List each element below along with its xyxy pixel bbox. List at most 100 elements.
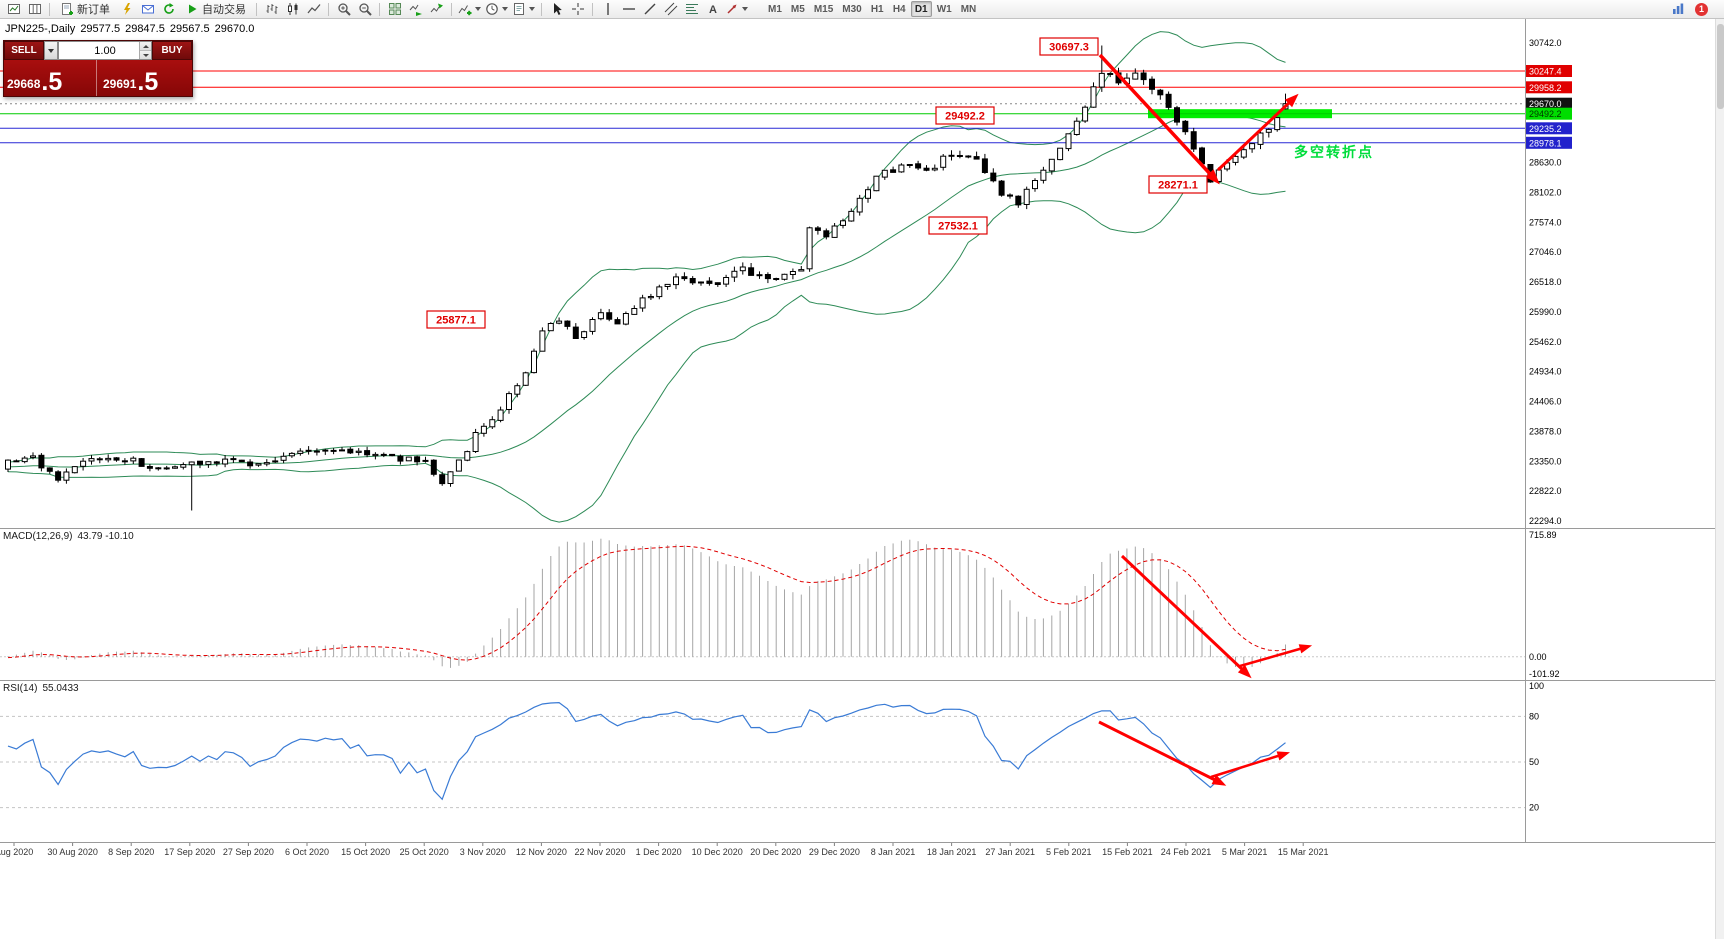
- alerts-button[interactable]: [116, 1, 137, 18]
- timeframe-switcher: M1 M5 M15 M30 H1 H4 D1 W1 MN: [764, 1, 980, 17]
- price-scale-label: 27574.0: [1529, 217, 1562, 227]
- refresh-button[interactable]: [158, 1, 179, 18]
- cursor-button[interactable]: [546, 1, 567, 18]
- sell-price[interactable]: 29668.5: [4, 60, 96, 96]
- price-scale[interactable]: 30742.0 28630.0 28102.0 27574.0 27046.0 26518…: [1526, 38, 1572, 526]
- bar-chart-icon: [265, 2, 279, 16]
- trend-arrow[interactable]: [1098, 720, 1227, 786]
- macd-histogram: [7, 538, 1286, 668]
- macd-scale-zero: 0.00: [1529, 652, 1547, 662]
- auto-trading-button[interactable]: 自动交易: [179, 1, 252, 18]
- date-label: 15 Mar 2021: [1278, 847, 1329, 857]
- mailbox-button[interactable]: [137, 1, 158, 18]
- sell-price-big: .5: [41, 67, 63, 96]
- volume-field[interactable]: 1.00: [58, 41, 152, 60]
- timeframe-button-w1[interactable]: W1: [933, 1, 956, 17]
- trend-arrow[interactable]: [1216, 93, 1299, 172]
- price-annotation-27532.1[interactable]: 27532.1: [928, 216, 988, 235]
- ohlc-high: 29847.5: [125, 23, 165, 35]
- trendline-button[interactable]: [639, 1, 660, 18]
- periods-button[interactable]: [483, 1, 510, 18]
- community-button[interactable]: [1667, 1, 1688, 18]
- one-click-trading-panel: SELL 1.00 BUY 29668.5 29691.5: [3, 40, 193, 97]
- price-annotation-29492.2[interactable]: 29492.2: [935, 106, 995, 125]
- buy-price[interactable]: 29691.5: [96, 60, 192, 96]
- tile-windows-button[interactable]: [384, 1, 405, 18]
- trend-arrow[interactable]: [1210, 751, 1290, 779]
- price-annotation-25877.1[interactable]: 25877.1: [426, 310, 486, 329]
- horizontal-line-icon: [622, 2, 636, 16]
- zoom-out-button[interactable]: [354, 1, 375, 18]
- templates-button[interactable]: [510, 1, 537, 18]
- timeframe-button-m1[interactable]: M1: [764, 1, 786, 17]
- turning-point-label[interactable]: 多空转折点: [1294, 144, 1374, 160]
- vertical-line-button[interactable]: [597, 1, 618, 18]
- chart-shift-button[interactable]: [426, 1, 447, 18]
- text-tool-button[interactable]: [702, 1, 723, 18]
- timeframe-button-m5[interactable]: M5: [787, 1, 809, 17]
- date-label: 1 Dec 2020: [636, 847, 682, 857]
- timeframe-button-d1[interactable]: D1: [910, 1, 932, 17]
- profiles-icon: [28, 2, 42, 16]
- new-order-button[interactable]: 新订单: [54, 1, 116, 18]
- trend-arrow[interactable]: [1120, 554, 1252, 679]
- macd-title: MACD(12,26,9): [3, 531, 73, 542]
- arrows-tool-icon: [725, 2, 739, 16]
- timeframe-button-m15[interactable]: M15: [810, 1, 837, 17]
- arrows-tool-button[interactable]: [723, 1, 750, 18]
- channel-button[interactable]: [660, 1, 681, 18]
- line-chart-button[interactable]: [303, 1, 324, 18]
- date-label: 8 Sep 2020: [108, 847, 154, 857]
- price-annotation-30697.3[interactable]: 30697.3: [1039, 37, 1099, 56]
- price-scale-label: 22294.0: [1529, 516, 1562, 526]
- macd-values: 43.79 -10.10: [77, 531, 134, 542]
- volume-decrease-button[interactable]: [140, 51, 151, 59]
- rsi-scale-label: 50: [1529, 757, 1539, 767]
- date-label: 15 Feb 2021: [1102, 847, 1153, 857]
- price-badge: [1526, 122, 1572, 135]
- chart-shift-icon: [430, 2, 444, 16]
- volume-dropdown-button[interactable]: [44, 41, 58, 60]
- vertical-scrollbar[interactable]: [1715, 19, 1724, 939]
- volume-value: 1.00: [94, 44, 116, 57]
- auto-scroll-button[interactable]: [405, 1, 426, 18]
- timeframe-button-h4[interactable]: H4: [889, 1, 910, 17]
- charts-window-button[interactable]: [3, 1, 24, 18]
- time-axis[interactable]: Aug 2020 30 Aug 2020 8 Sep 2020 17 Sep 2020…: [0, 843, 1328, 857]
- notification-badge[interactable]: 1: [1695, 2, 1708, 16]
- trend-arrow[interactable]: [1239, 644, 1313, 668]
- text-tool-icon: [706, 2, 720, 16]
- fibonacci-button[interactable]: [681, 1, 702, 18]
- date-label: 24 Feb 2021: [1161, 847, 1212, 857]
- caret-down-icon: [742, 7, 748, 11]
- svg-text:30697.3: 30697.3: [1049, 42, 1089, 54]
- price-scale-label: 24406.0: [1529, 397, 1562, 407]
- price-annotation-28271.1[interactable]: 28271.1: [1148, 175, 1208, 194]
- scrollbar-thumb[interactable]: [1717, 24, 1724, 109]
- trend-arrow[interactable]: [1098, 53, 1220, 185]
- indicators-button[interactable]: [456, 1, 483, 18]
- volume-increase-button[interactable]: [140, 42, 151, 51]
- toolbar-separator: [328, 2, 329, 16]
- zoom-in-button[interactable]: [333, 1, 354, 18]
- rsi-scale-label: 100: [1529, 681, 1544, 691]
- sell-button[interactable]: SELL: [4, 41, 44, 60]
- candlestick-chart-button[interactable]: [282, 1, 303, 18]
- timeframe-button-mn[interactable]: MN: [957, 1, 981, 17]
- price-badge-label: 29492.2: [1529, 109, 1562, 119]
- profiles-button[interactable]: [24, 1, 45, 18]
- horizontal-line-button[interactable]: [618, 1, 639, 18]
- buy-button[interactable]: BUY: [152, 41, 192, 60]
- timeframe-button-m30[interactable]: M30: [838, 1, 865, 17]
- price-scale-label: 26518.0: [1529, 277, 1562, 287]
- date-label: 29 Dec 2020: [809, 847, 860, 857]
- toolbar-buttons: 新订单 自动交易 M1 M5 M15 M30 H1 H4 D1 W1 MN: [3, 0, 980, 18]
- rsi-title: RSI(14): [3, 683, 38, 694]
- timeframe-button-h1[interactable]: H1: [867, 1, 888, 17]
- bar-chart-button[interactable]: [261, 1, 282, 18]
- crosshair-button[interactable]: [567, 1, 588, 18]
- bollinger-lower-band: [7, 176, 1286, 523]
- svg-text:25877.1: 25877.1: [436, 315, 476, 327]
- svg-text:28271.1: 28271.1: [1158, 180, 1198, 192]
